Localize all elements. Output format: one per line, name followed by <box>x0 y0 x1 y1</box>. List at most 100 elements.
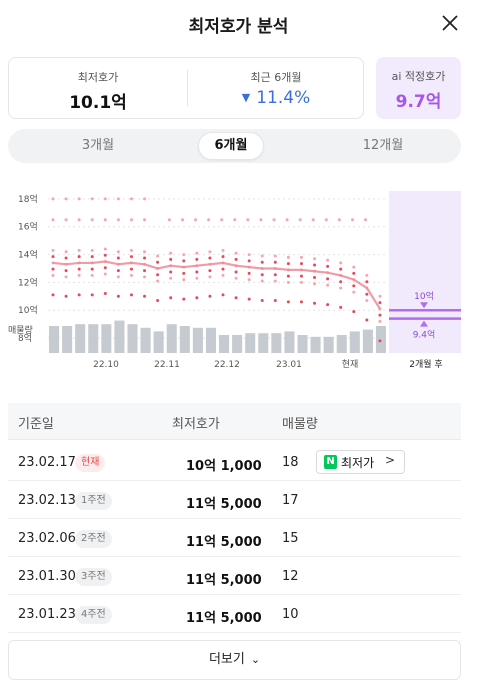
table-row: 23.02.13 1주전 11억 5,000 17 <box>8 482 461 519</box>
row-count: 12 <box>282 569 299 584</box>
row-badge: 1주전 <box>75 492 112 510</box>
volume-bar <box>127 324 138 353</box>
price-dot <box>195 257 199 261</box>
recent-change-cell: 최근 6개월 ▼ 11.4% <box>187 58 365 120</box>
price-dot <box>77 218 81 222</box>
y-tick-label: 10억 <box>18 304 38 316</box>
price-summary: 최저호가 10.1억 최근 6개월 ▼ 11.4% <box>8 57 364 119</box>
chevron-down-icon: ⌄ <box>250 653 261 666</box>
price-dot <box>313 301 317 305</box>
price-dot <box>90 218 94 222</box>
price-dot <box>103 266 107 270</box>
price-dot <box>90 197 94 201</box>
price-dot <box>339 261 343 265</box>
tab-3-months[interactable]: 3개월 <box>81 138 115 153</box>
price-dot <box>326 258 330 262</box>
price-dot <box>378 339 382 343</box>
price-dot <box>195 251 199 255</box>
table-row: 23.02.06 2주전 11억 5,000 15 <box>8 520 461 557</box>
price-dot <box>339 267 343 271</box>
row-count: 18 <box>282 455 299 470</box>
volume-bar <box>245 333 256 353</box>
price-dot <box>143 218 147 222</box>
price-dot <box>129 293 133 297</box>
price-dot <box>182 297 186 301</box>
volume-bar <box>284 331 295 353</box>
page-title: 최저호가 분석 <box>188 17 289 37</box>
forecast-background <box>389 191 461 353</box>
tab-12-months[interactable]: 12개월 <box>362 138 404 153</box>
row-price: 11억 5,000 <box>186 573 262 588</box>
price-dot <box>77 197 81 201</box>
volume-bar <box>49 326 60 353</box>
price-dot <box>299 280 303 284</box>
price-dot <box>247 297 251 301</box>
price-dot <box>51 218 55 222</box>
row-date: 23.01.23 <box>18 607 76 622</box>
row-date: 23.02.13 <box>18 493 76 508</box>
volume-bar <box>336 335 347 353</box>
divider <box>187 70 188 106</box>
price-dot <box>337 218 341 222</box>
price-dot <box>103 247 107 251</box>
y-tick-label: 14억 <box>18 249 38 261</box>
price-dot <box>64 269 68 273</box>
price-dot <box>378 313 382 317</box>
close-icon[interactable] <box>439 12 461 34</box>
tab-6-months[interactable]: 6개월 <box>198 132 264 160</box>
price-dot <box>207 218 211 222</box>
volume-bar <box>192 327 203 353</box>
price-dot <box>234 270 238 274</box>
row-price: 11억 5,000 <box>186 535 262 550</box>
price-dot <box>313 276 317 280</box>
price-dot <box>143 256 147 260</box>
volume-bar <box>271 333 282 353</box>
price-dot <box>182 253 186 257</box>
price-dot <box>326 277 330 281</box>
price-dot <box>64 218 68 222</box>
volume-bar <box>153 331 164 353</box>
row-badge: 4주전 <box>75 606 112 624</box>
ai-estimate-box: ai 적정호가 9.7억 <box>376 57 461 119</box>
low-price-line <box>52 260 381 310</box>
volume-bar <box>375 326 386 353</box>
price-dot <box>260 279 264 283</box>
volume-bar <box>62 326 73 353</box>
naver-button-label: 최저가 <box>341 456 375 470</box>
price-dot <box>143 197 147 201</box>
price-dot <box>364 218 368 222</box>
price-dot <box>313 257 317 261</box>
price-dot <box>221 248 225 252</box>
forecast-lower-arrow <box>420 320 428 327</box>
price-dot <box>64 256 68 260</box>
row-date: 23.02.17 <box>18 455 76 470</box>
price-dot <box>339 286 343 290</box>
price-dot <box>51 197 55 201</box>
price-dot <box>299 274 303 278</box>
price-dot <box>103 253 107 257</box>
price-dot <box>221 255 225 259</box>
naver-lowest-price-button[interactable]: N 최저가 > <box>316 450 405 474</box>
volume-bar <box>140 327 151 353</box>
price-dot <box>129 218 133 222</box>
price-dot <box>167 218 171 222</box>
price-dot <box>77 248 81 252</box>
table-header: 기준일 최저호가 매물량 <box>8 403 461 440</box>
price-dot <box>51 293 55 297</box>
price-dot <box>286 280 290 284</box>
price-dot <box>90 248 94 252</box>
price-dot <box>313 282 317 286</box>
volume-bar <box>310 336 321 353</box>
price-dot <box>365 280 369 284</box>
volume-bar <box>323 336 334 353</box>
price-dot <box>129 248 133 252</box>
price-dot <box>169 276 173 280</box>
price-dot <box>64 197 68 201</box>
more-button[interactable]: 더보기 ⌄ <box>8 640 461 680</box>
price-dot <box>326 264 330 268</box>
price-dot <box>77 267 81 271</box>
down-triangle-icon: ▼ <box>241 91 251 104</box>
price-dot <box>169 251 173 255</box>
volume-bar <box>75 324 86 353</box>
price-dot <box>326 303 330 307</box>
